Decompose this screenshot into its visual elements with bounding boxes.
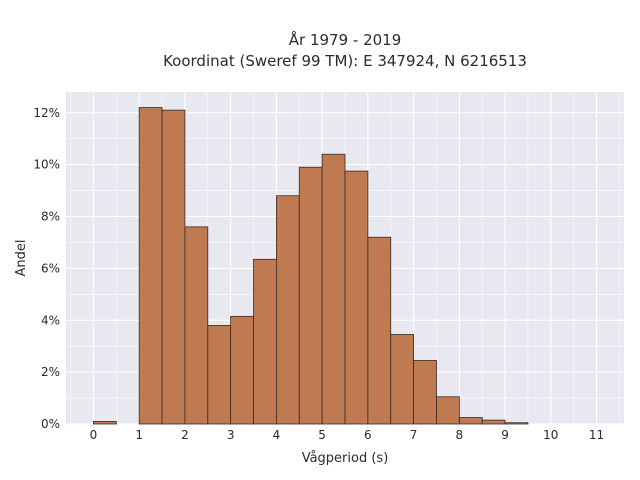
- histogram-bar: [298, 166, 323, 425]
- y-tick-label: 8%: [41, 210, 60, 224]
- bars: [93, 107, 529, 425]
- histogram-bar: [138, 107, 163, 425]
- histogram-bar: [504, 422, 529, 425]
- x-tick-label: 2: [181, 428, 189, 442]
- y-tick-label: 6%: [41, 261, 60, 275]
- x-axis-ticks: 0 1 2 3 4 5 6 7 8 9 10 11: [90, 428, 605, 442]
- x-tick-label: 4: [273, 428, 281, 442]
- x-tick-label: 10: [543, 428, 558, 442]
- histogram-bar: [207, 325, 232, 425]
- histogram-bar: [230, 315, 254, 425]
- y-tick-label: 4%: [41, 313, 60, 327]
- histogram-bar: [321, 153, 346, 425]
- histogram-bar: [344, 170, 369, 425]
- chart-title: År 1979 - 2019: [289, 30, 402, 49]
- x-tick-label: 1: [135, 428, 143, 442]
- x-tick-label: 8: [456, 428, 464, 442]
- histogram-bar: [93, 421, 117, 425]
- histogram-bar: [458, 417, 483, 425]
- y-axis-label: Andel: [14, 240, 29, 277]
- histogram-bar: [390, 334, 415, 425]
- y-tick-label: 2%: [41, 365, 60, 379]
- histogram-bar: [275, 195, 300, 425]
- x-tick-label: 7: [410, 428, 418, 442]
- x-tick-label: 3: [227, 428, 235, 442]
- x-tick-label: 6: [364, 428, 372, 442]
- histogram-bar: [184, 226, 209, 425]
- histogram-bar: [436, 396, 460, 425]
- histogram-bar: [413, 360, 437, 425]
- x-tick-label: 9: [501, 428, 509, 442]
- y-tick-label: 10%: [33, 158, 60, 172]
- histogram-bar: [367, 236, 392, 425]
- histogram-bar: [481, 419, 506, 425]
- chart-subtitle: Koordinat (Sweref 99 TM): E 347924, N 62…: [163, 52, 527, 70]
- y-tick-label: 12%: [33, 106, 60, 120]
- x-axis-label: Vågperiod (s): [302, 451, 389, 466]
- x-tick-label: 0: [90, 428, 98, 442]
- x-tick-label: 11: [589, 428, 604, 442]
- y-tick-label: 0%: [41, 417, 60, 431]
- y-axis-ticks: 0% 2% 4% 6% 8% 10% 12%: [33, 106, 60, 431]
- x-tick-label: 5: [318, 428, 326, 442]
- histogram-bar: [253, 258, 277, 425]
- histogram-bar: [161, 109, 186, 425]
